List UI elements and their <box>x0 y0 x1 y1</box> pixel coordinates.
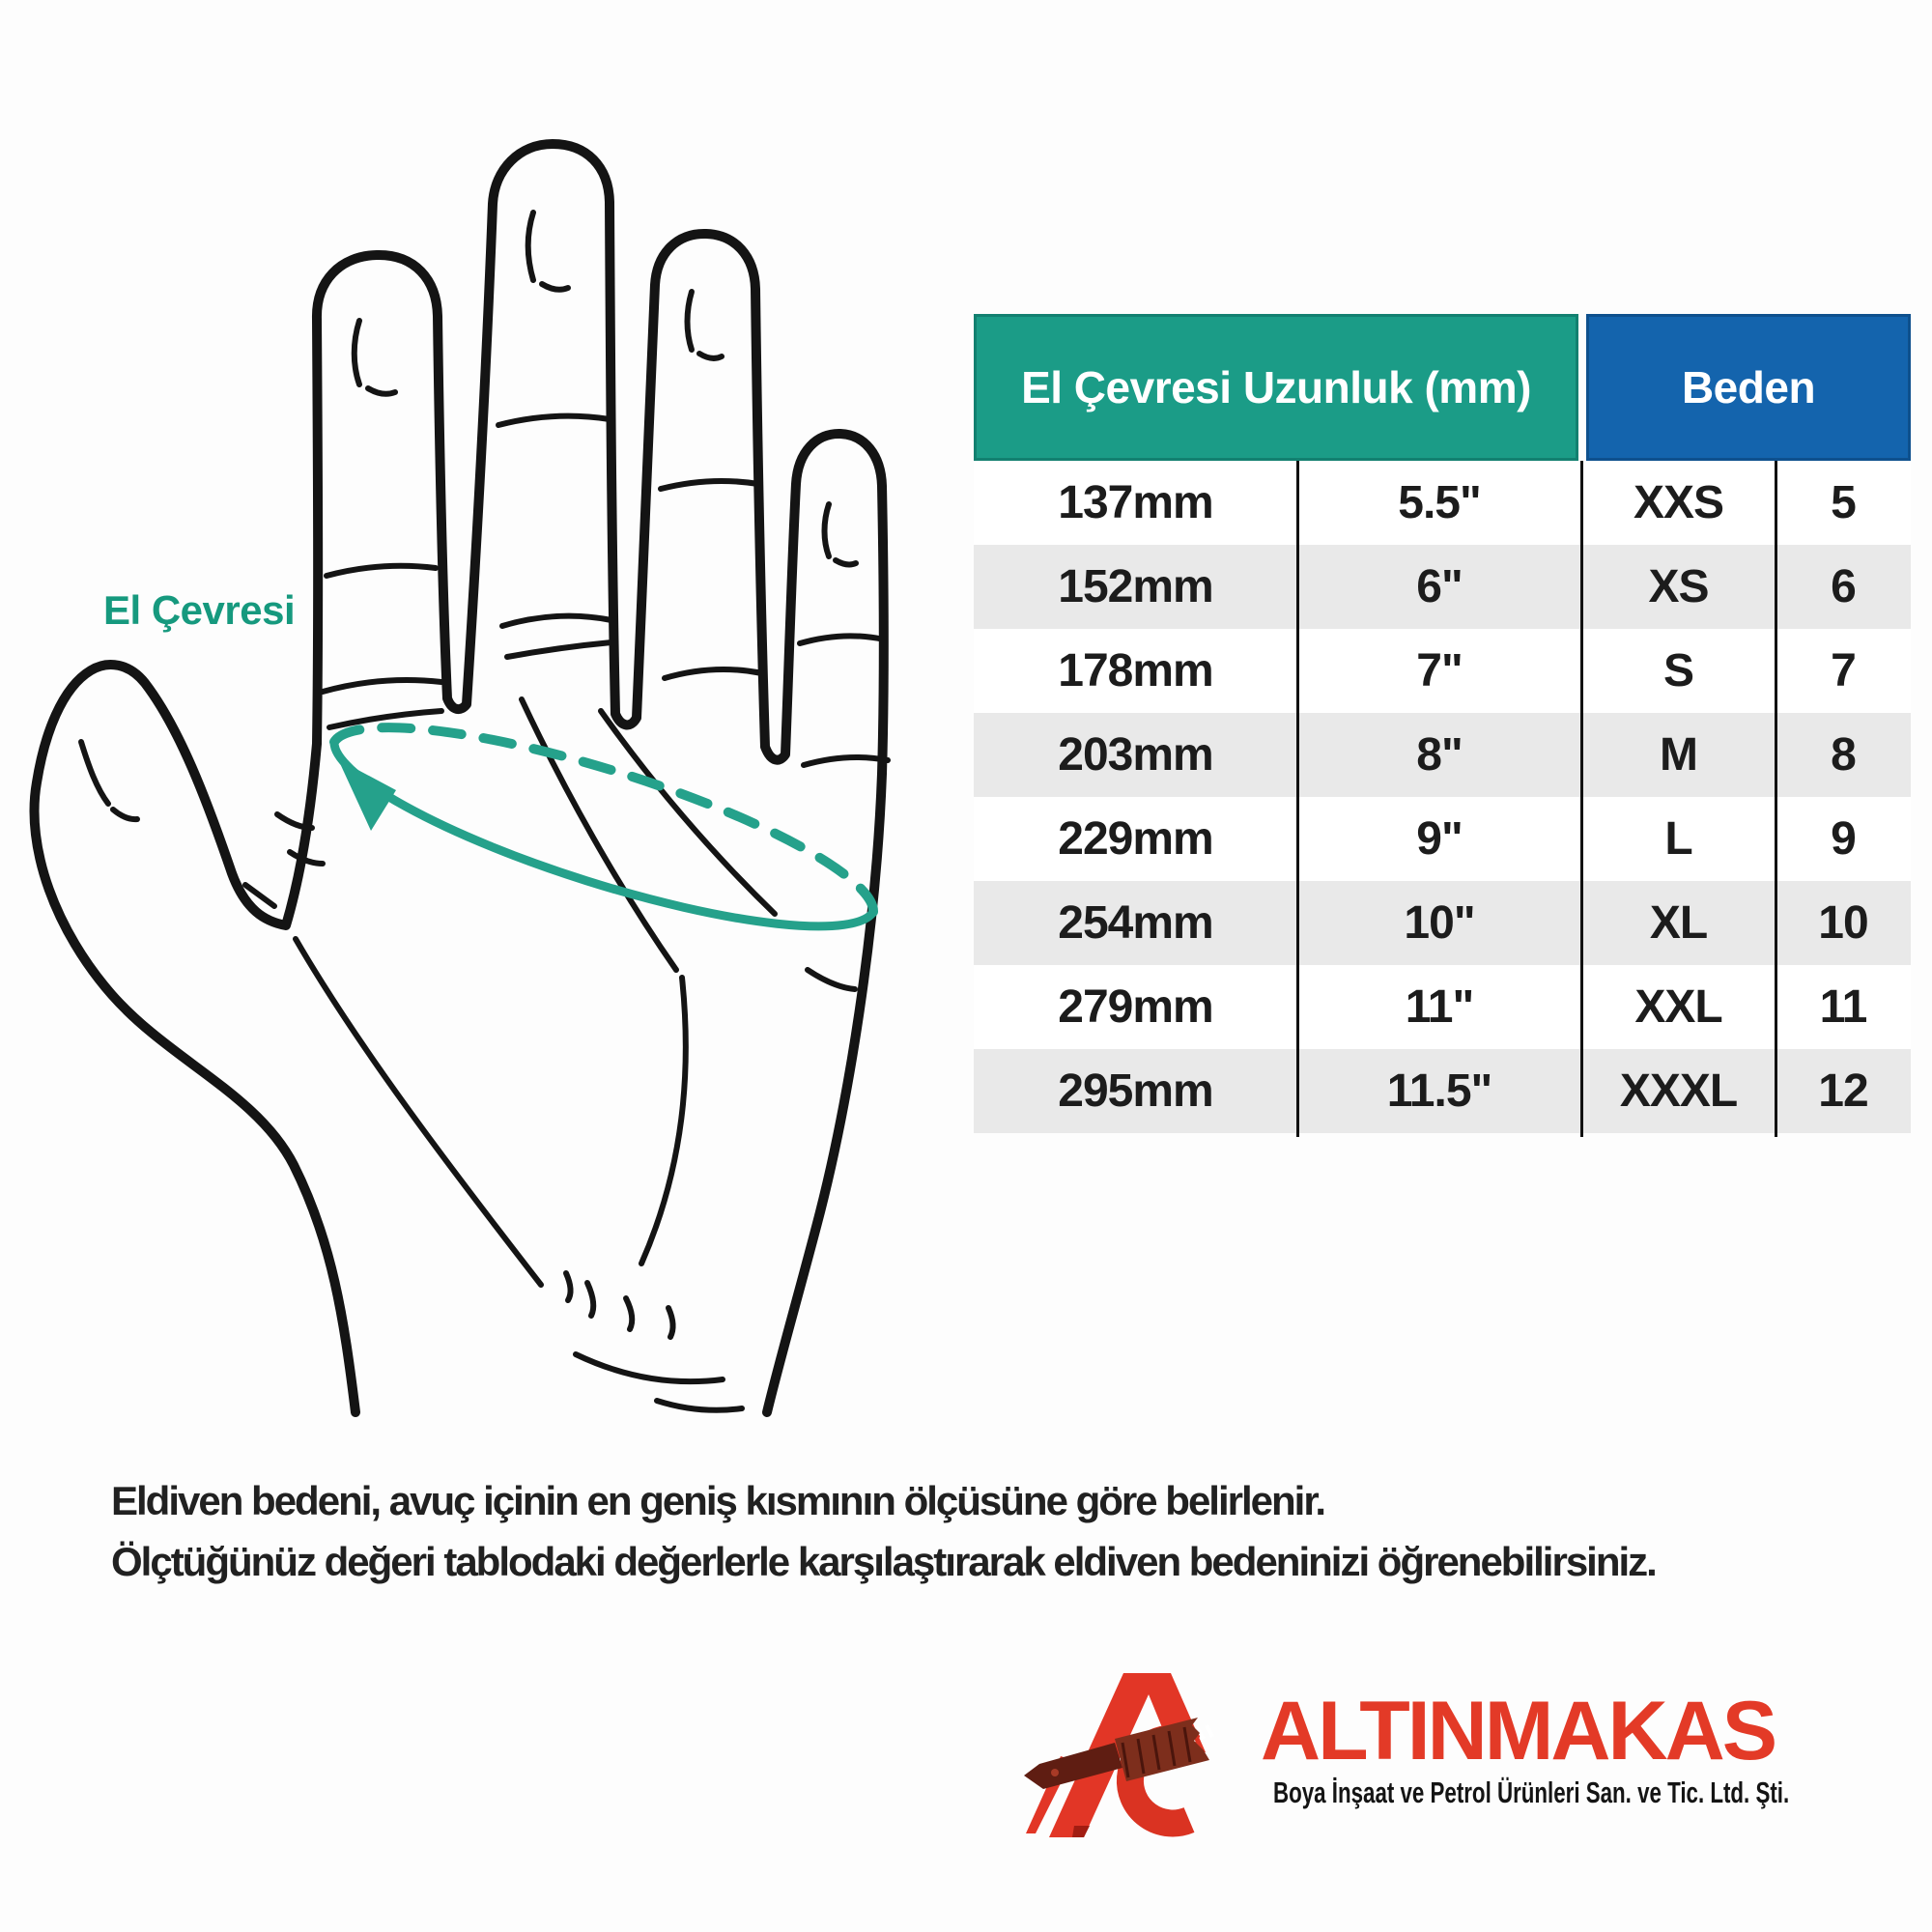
description-line2: Ölçtüğünüz değeri tablodaki değerlerle k… <box>111 1539 1658 1584</box>
table-row: 295mm 11.5" XXXL 12 <box>974 1049 1911 1133</box>
brand-subtitle: Boya İnşaat ve Petrol Ürünleri San. ve T… <box>1273 1776 1790 1809</box>
measurement-arrowhead <box>338 759 396 831</box>
size-chart-rows: 137mm 5.5" XXS 5 152mm 6" XS 6 178mm 7" … <box>974 461 1911 1133</box>
cell-size: XXXL <box>1619 1065 1738 1117</box>
table-row: 254mm 10" XL 10 <box>974 881 1911 965</box>
cell-size: XXL <box>1634 981 1722 1033</box>
cell-size: S <box>1662 645 1694 696</box>
cell-mm: 137mm <box>1058 477 1213 528</box>
measurement-header-label: El Çevresi Uzunluk (mm) <box>1021 362 1531 412</box>
cell-number: 9 <box>1831 813 1857 865</box>
cell-number: 12 <box>1818 1065 1868 1117</box>
cell-number: 6 <box>1831 561 1857 612</box>
cell-inch: 11" <box>1405 981 1475 1033</box>
cell-size: M <box>1660 729 1698 781</box>
cell-mm: 254mm <box>1058 897 1213 949</box>
cell-size: XXS <box>1633 477 1724 528</box>
hand-circumference-label: El Çevresi <box>103 587 296 633</box>
column-divider <box>1775 461 1777 1137</box>
cell-mm: 203mm <box>1058 729 1213 781</box>
table-row: 279mm 11" XXL 11 <box>974 965 1911 1049</box>
cell-size: XS <box>1648 561 1709 612</box>
size-header: Beden <box>1586 314 1911 461</box>
cell-size: L <box>1664 813 1692 865</box>
cell-inch: 9" <box>1416 813 1463 865</box>
ellipse-dashed-top <box>329 723 879 917</box>
hand-outline <box>29 139 889 1417</box>
cell-mm: 295mm <box>1058 1065 1213 1117</box>
hand-illustration <box>29 139 891 1417</box>
cell-inch: 10" <box>1404 897 1475 949</box>
cell-inch: 6" <box>1416 561 1463 612</box>
cell-number: 5 <box>1831 477 1857 528</box>
size-header-label: Beden <box>1681 362 1816 412</box>
table-row: 203mm 8" M 8 <box>974 713 1911 797</box>
column-divider <box>1580 461 1583 1137</box>
hand-detail-lines <box>78 210 891 1413</box>
cell-inch: 8" <box>1416 729 1463 781</box>
table-row: 152mm 6" XS 6 <box>974 545 1911 629</box>
cell-number: 7 <box>1831 645 1857 696</box>
cell-inch: 5.5" <box>1398 477 1481 528</box>
description-line1: Eldiven bedeni, avuç içinin en geniş kıs… <box>111 1478 1326 1523</box>
cell-mm: 279mm <box>1058 981 1213 1033</box>
cell-mm: 152mm <box>1058 561 1213 612</box>
column-divider <box>1296 461 1299 1137</box>
measurement-ellipse <box>329 723 879 931</box>
cell-number: 11 <box>1819 981 1868 1033</box>
brand-name: ALTINMAKAS <box>1261 1685 1777 1777</box>
cell-mm: 178mm <box>1058 645 1213 696</box>
table-row: 229mm 9" L 9 <box>974 797 1911 881</box>
table-row: 178mm 7" S 7 <box>974 629 1911 713</box>
cell-number: 8 <box>1831 729 1857 781</box>
measurement-header: El Çevresi Uzunluk (mm) <box>974 314 1578 461</box>
sizing-description: Eldiven bedeni, avuç içinin en geniş kıs… <box>111 1470 1658 1592</box>
cell-inch: 7" <box>1416 645 1463 696</box>
cell-number: 10 <box>1818 897 1868 949</box>
cell-inch: 11.5" <box>1386 1065 1493 1117</box>
cell-mm: 229mm <box>1058 813 1213 865</box>
cell-size: XL <box>1649 897 1708 949</box>
paintbrush-icon <box>1024 1718 1209 1789</box>
table-row: 137mm 5.5" XXS 5 <box>974 461 1911 545</box>
altinmakas-logo-icon <box>1024 1673 1214 1837</box>
